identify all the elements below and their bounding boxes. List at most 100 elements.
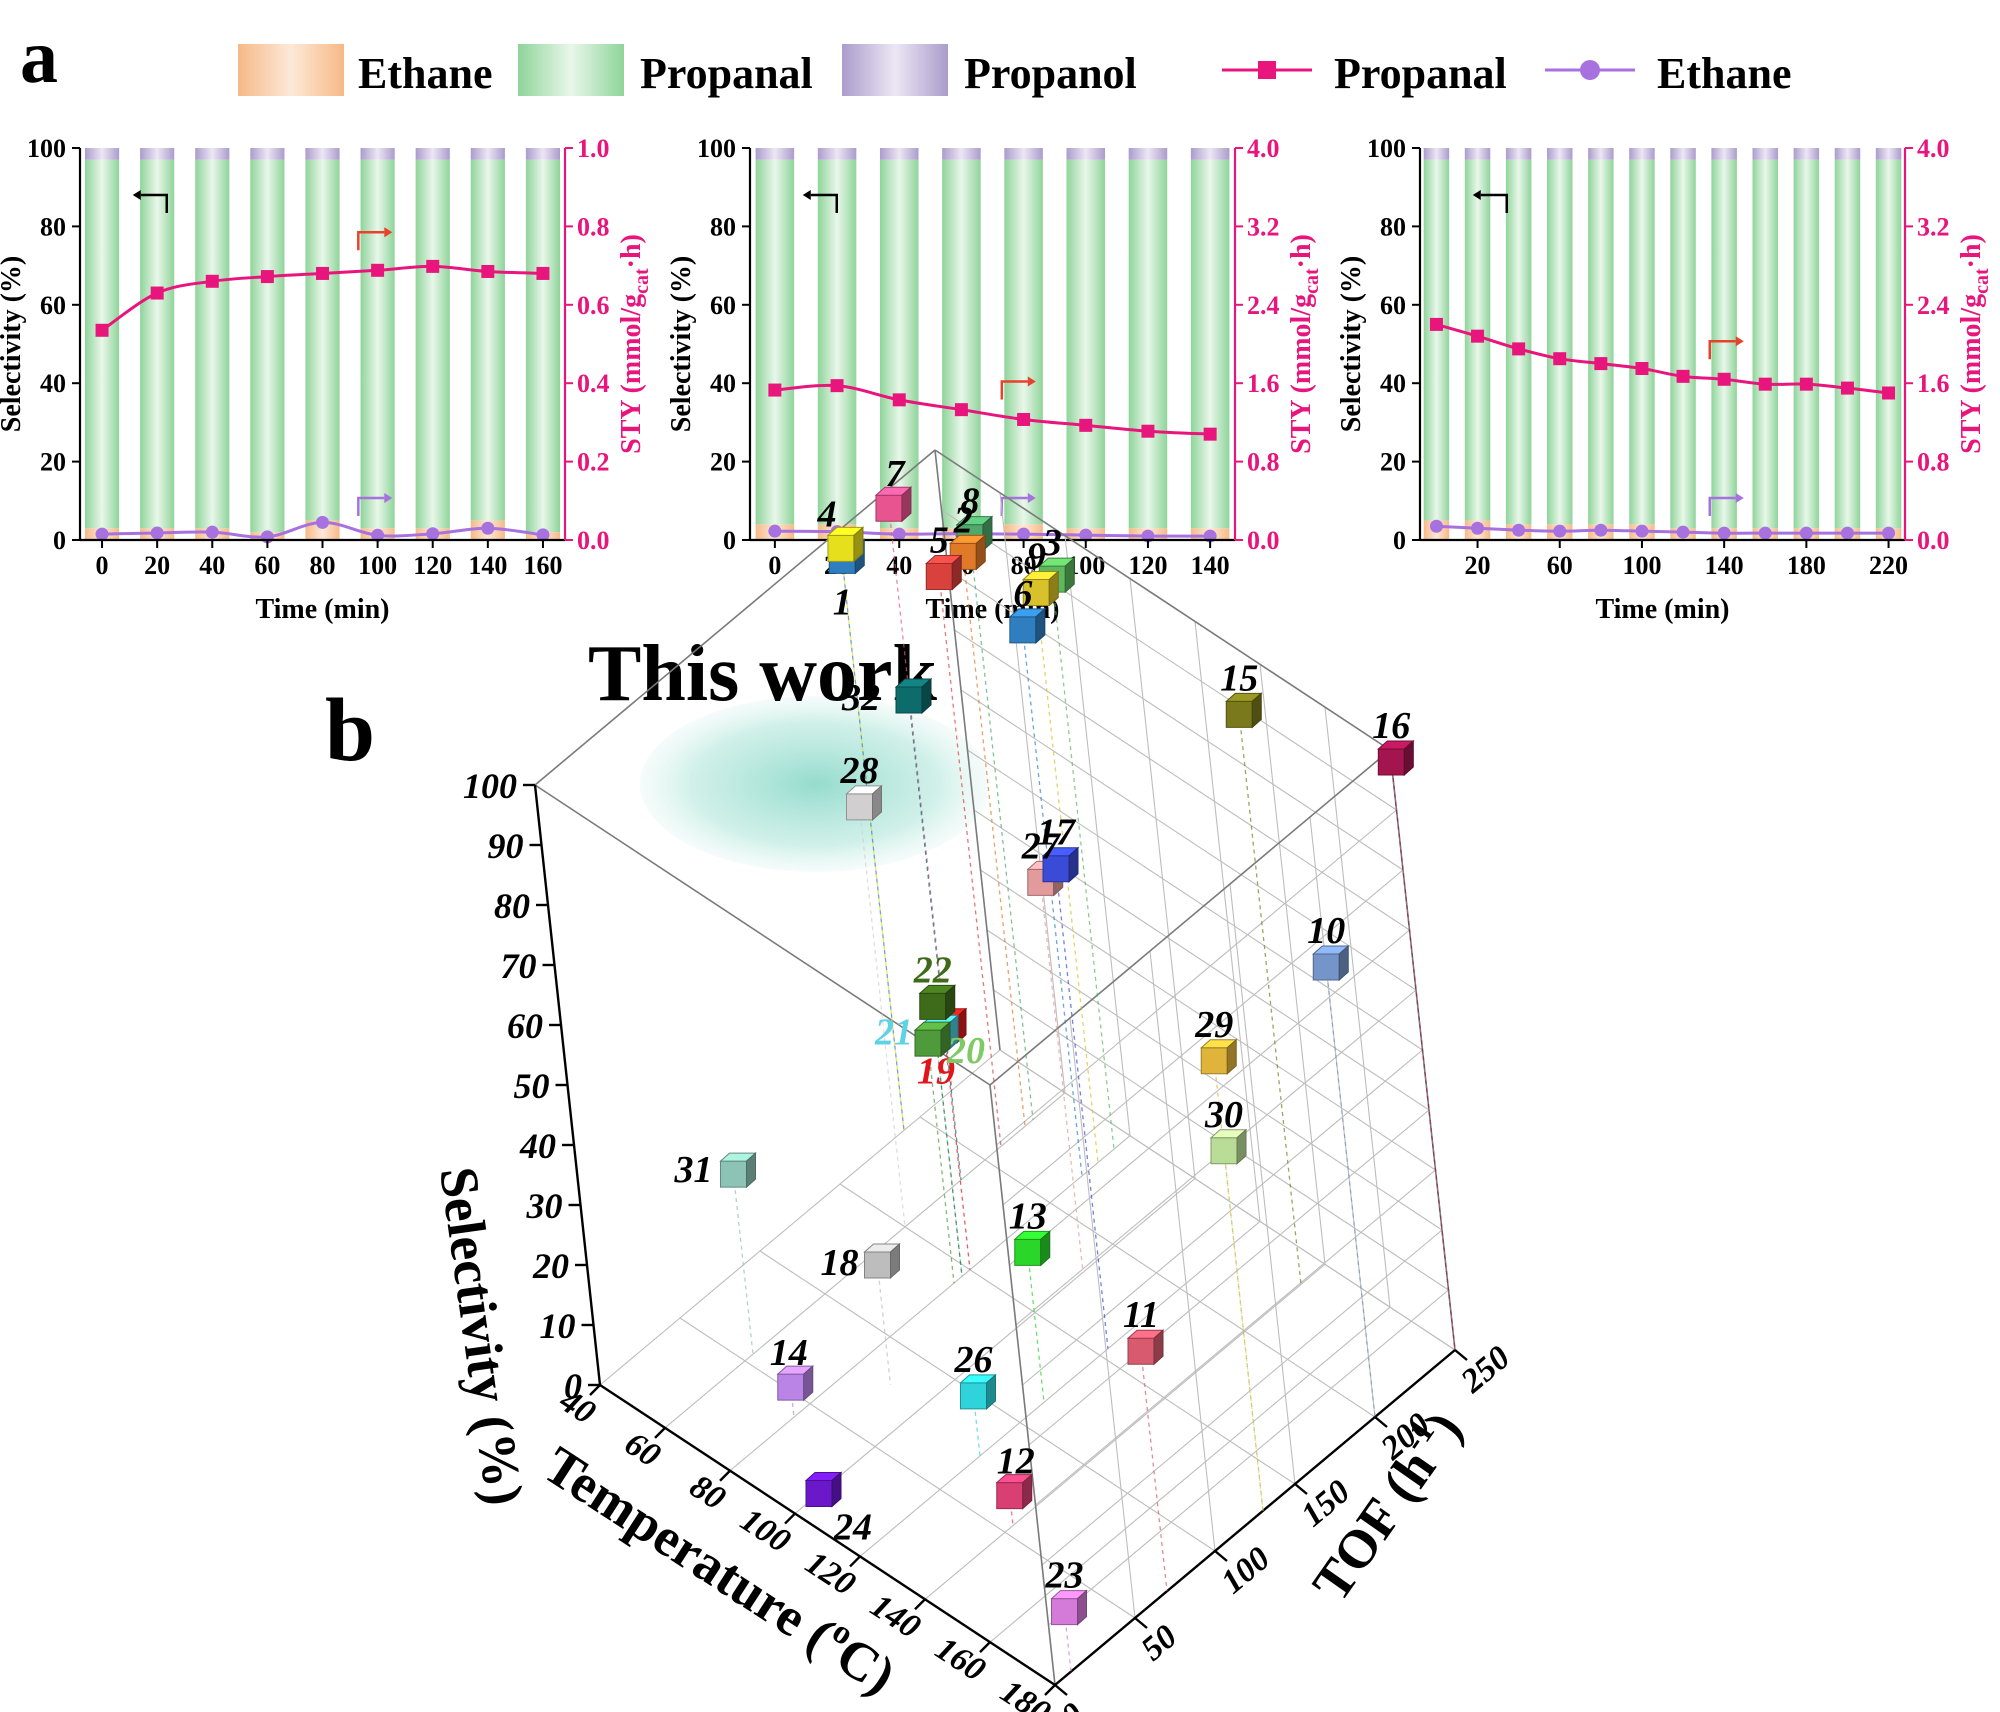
x-tick	[654, 1427, 666, 1439]
legend: Ethane Propanal Propanol Propanal Ethane	[238, 44, 1791, 98]
drop-line	[969, 537, 1034, 1120]
drop-line	[1055, 868, 1109, 1349]
y-tick-label: 60	[40, 291, 66, 320]
box-edge	[934, 449, 1001, 1051]
grid-line	[954, 629, 1410, 931]
point-label-13: 13	[1009, 1195, 1047, 1237]
arrow-right-ethane-head	[1027, 492, 1036, 503]
marker-propanal	[1429, 317, 1443, 331]
point-label-18: 18	[821, 1242, 859, 1284]
arrow-right-propanal	[357, 231, 385, 251]
marker-ethane	[95, 527, 109, 541]
cube-point-6	[1008, 607, 1047, 645]
point-label-2: 2	[953, 499, 973, 541]
chart-a1: 0 20 40 60 80 100 0.0 0.2 0.4 0.6 0.8 1.0 0 20 40 60 80 1…	[0, 134, 653, 625]
marker-ethane	[205, 525, 219, 539]
marker-ethane	[1717, 526, 1731, 540]
bar-propanal	[942, 159, 981, 529]
marker-ethane	[371, 528, 385, 542]
y2-tick-label: 1.6	[1917, 369, 1950, 398]
grid-line	[794, 1178, 1196, 1514]
cube-point-14	[776, 1364, 815, 1402]
y2-tick-label: 0.4	[577, 369, 610, 398]
grid-line	[941, 509, 1397, 811]
cube-point-22	[918, 984, 957, 1021]
point-label-30: 30	[1204, 1094, 1243, 1136]
cube-point-10	[1311, 944, 1350, 982]
x-tick-label: 120	[413, 551, 452, 580]
x-tick-label: 140	[1705, 551, 1744, 580]
bar-propanal	[195, 159, 230, 529]
bar-propanal	[1834, 159, 1861, 529]
bar-propanal	[1128, 159, 1168, 529]
y-tick	[1454, 1349, 1468, 1361]
y-tick-label: 0	[1393, 526, 1406, 555]
y-tick	[1294, 1483, 1308, 1495]
marker-propanal	[426, 259, 440, 273]
y2-tick-label: 0.6	[577, 291, 610, 320]
y-axis-label: Selectivity (%)	[0, 256, 27, 433]
point-label-12: 12	[997, 1441, 1035, 1483]
bar-propanol	[1834, 148, 1861, 160]
cube-point-23	[1050, 1589, 1088, 1626]
x-tick-label: 140	[468, 551, 507, 580]
bar-propanal	[525, 159, 561, 533]
x-tick-label: 180	[1787, 551, 1826, 580]
drop-line	[790, 1387, 795, 1418]
cube-point-12	[995, 1473, 1034, 1510]
y2-tick-label: 0.0	[1247, 526, 1280, 555]
y2-tick-label: 0.0	[577, 526, 610, 555]
grid-line	[967, 749, 1423, 1051]
marker-propanal	[1799, 377, 1813, 391]
bar-propanal	[1711, 159, 1737, 529]
cube-point-11	[1126, 1329, 1165, 1366]
grid-line	[599, 1049, 1001, 1386]
bar-propanal	[415, 159, 450, 529]
x-tick-label: 140	[1191, 551, 1230, 580]
arrow-right-ethane	[1708, 496, 1736, 516]
marker-propanal	[205, 274, 219, 288]
marker-propanal	[1882, 386, 1896, 400]
y2-tick-label: 3.2	[1917, 212, 1950, 241]
grid-line	[919, 1116, 1376, 1418]
point-label-19: 19	[917, 1051, 955, 1093]
y-tick	[1134, 1617, 1148, 1629]
marker-ethane	[316, 515, 329, 529]
legend-label-ethane-line: Ethane	[1657, 49, 1791, 98]
point-label-23: 23	[1045, 1555, 1084, 1597]
point-label-26: 26	[954, 1339, 993, 1381]
bar-propanol	[1547, 148, 1573, 160]
bar-propanol	[470, 148, 505, 160]
marker-propanal	[1079, 418, 1093, 432]
this-work-title: This work	[588, 630, 937, 718]
cube-point-26	[959, 1373, 997, 1411]
y2-tick-label: 1.6	[1247, 369, 1280, 398]
marker-ethane	[1635, 524, 1649, 538]
bar-propanol	[817, 148, 857, 160]
drop-line	[876, 1264, 892, 1386]
cube-point-24	[804, 1471, 843, 1508]
grid-line	[839, 1183, 1296, 1485]
z-tick-label: 90	[488, 826, 524, 866]
y2-tick-label: 4.0	[1917, 134, 1950, 163]
z-tick-label: 20	[532, 1246, 569, 1286]
grid-line	[999, 1049, 1456, 1351]
y-tick-label: 40	[40, 369, 66, 398]
y-tick-label: 250	[1454, 1339, 1518, 1401]
bar-propanol	[140, 148, 175, 160]
bar-propanol	[1505, 148, 1532, 160]
x-tick	[784, 1512, 796, 1525]
marker-ethane	[1676, 525, 1690, 539]
point-label-15: 15	[1220, 657, 1258, 699]
grid-line	[986, 929, 1443, 1231]
cube-point-16	[1376, 739, 1415, 777]
y2-tick-label: 2.4	[1247, 291, 1280, 320]
z-tick-label: 60	[507, 1006, 543, 1046]
marker-propanal	[1758, 377, 1772, 391]
drop-line	[1325, 966, 1376, 1418]
bar-propanal	[140, 159, 175, 529]
grid-line	[679, 1317, 1136, 1619]
y-tick-label: 0	[723, 526, 736, 555]
point-label-17: 17	[1037, 812, 1077, 854]
bar-propanol	[942, 148, 981, 160]
